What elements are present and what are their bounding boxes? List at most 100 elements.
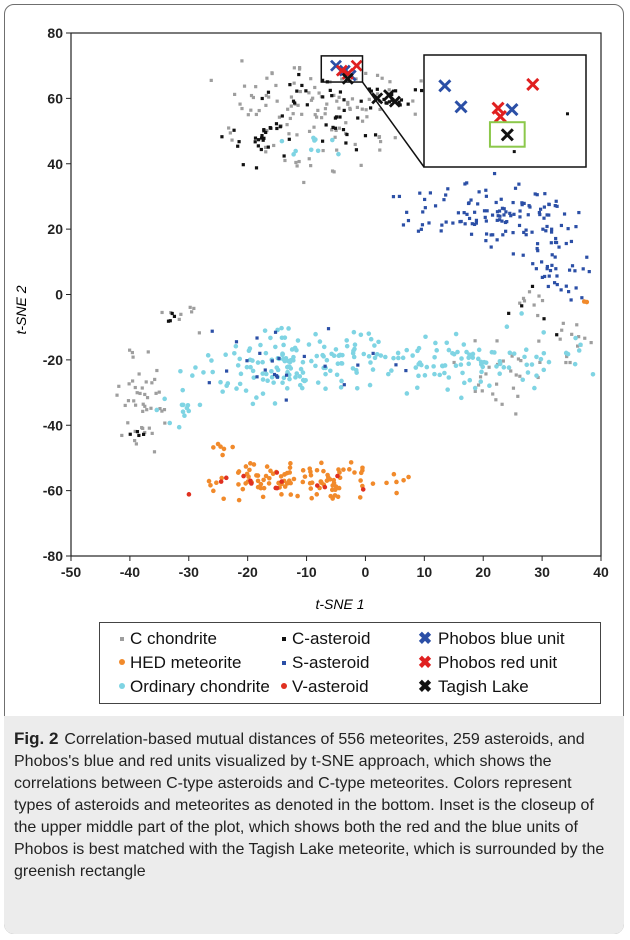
data-point	[241, 473, 246, 479]
data-point	[235, 363, 241, 368]
legend-label: S-asteroid	[292, 653, 370, 672]
data-point	[360, 487, 366, 492]
data-point	[333, 135, 337, 139]
data-point	[405, 210, 409, 214]
data-point	[257, 108, 261, 113]
data-point	[398, 103, 402, 107]
data-point	[491, 392, 495, 396]
data-point	[186, 408, 192, 414]
data-point	[240, 486, 246, 492]
data-point	[536, 249, 540, 253]
tagish-lake-highlight-box	[488, 121, 526, 148]
data-point	[254, 395, 259, 400]
data-point	[352, 342, 358, 348]
data-point	[320, 139, 325, 143]
data-point	[404, 368, 408, 373]
data-point	[278, 474, 284, 479]
data-point	[508, 211, 512, 215]
data-point	[541, 367, 547, 373]
data-point	[395, 350, 401, 356]
data-point	[388, 80, 392, 84]
data-point	[308, 486, 314, 491]
data-point	[273, 344, 278, 350]
data-point	[532, 303, 536, 307]
data-point	[247, 467, 252, 473]
data-point	[260, 371, 266, 376]
tsne-scatter-chart: -50 -40 -30 -20 -10 0 10 20 30 40 -80 -60 -40 -20 0 20 4…	[13, 25, 609, 612]
data-point	[573, 269, 577, 273]
data-point	[286, 326, 291, 331]
data-point	[234, 386, 239, 391]
data-point	[484, 188, 488, 192]
data-point	[304, 89, 308, 93]
data-point	[309, 358, 314, 364]
data-point	[135, 430, 140, 434]
cross-marker-icon: ✖	[417, 677, 433, 696]
data-point	[269, 368, 274, 374]
data-point	[224, 383, 229, 389]
data-point	[444, 340, 450, 346]
data-point	[179, 312, 183, 316]
data-point	[258, 342, 263, 348]
data-point	[553, 240, 558, 245]
data-point	[497, 209, 502, 213]
data-point	[378, 148, 382, 152]
data-point	[351, 354, 357, 360]
data-point	[319, 460, 324, 466]
data-point	[219, 475, 224, 481]
data-point	[254, 166, 259, 170]
data-point	[133, 385, 137, 390]
data-point	[545, 264, 549, 269]
data-point	[418, 191, 422, 195]
data-point	[285, 369, 290, 375]
data-point	[421, 210, 425, 214]
data-point	[254, 473, 259, 478]
data-point	[131, 379, 135, 383]
data-point	[356, 363, 360, 367]
data-point	[285, 123, 289, 127]
data-point	[540, 298, 545, 303]
data-point	[297, 159, 301, 164]
data-point	[511, 231, 515, 235]
data-point	[287, 470, 293, 475]
data-point	[473, 339, 477, 343]
data-point	[308, 473, 314, 478]
data-point	[274, 374, 279, 378]
data-point	[470, 351, 476, 357]
data-point	[516, 357, 521, 361]
data-point	[289, 347, 295, 352]
data-point	[291, 358, 296, 363]
data-point	[538, 356, 544, 362]
data-point	[153, 377, 157, 382]
data-point	[482, 209, 487, 213]
data-point	[484, 232, 489, 236]
data-point	[190, 373, 195, 378]
data-point	[566, 227, 570, 231]
data-point	[547, 202, 551, 206]
data-point	[236, 144, 240, 148]
data-point	[497, 361, 503, 367]
x-tick-label: 30	[534, 564, 550, 580]
data-point	[367, 382, 373, 388]
data-point	[244, 471, 250, 477]
data-point	[338, 352, 343, 358]
data-point	[540, 260, 544, 264]
data-point	[342, 108, 346, 113]
data-point	[484, 239, 488, 243]
data-point	[264, 103, 268, 107]
data-point	[524, 233, 528, 237]
data-point	[509, 214, 513, 218]
data-point	[242, 84, 247, 88]
data-point	[299, 385, 305, 391]
data-point	[295, 133, 299, 137]
data-point	[416, 345, 422, 351]
data-point	[489, 233, 493, 237]
data-point	[209, 358, 214, 363]
data-point	[268, 335, 273, 341]
data-point	[433, 340, 438, 346]
data-point	[501, 233, 505, 237]
data-point	[410, 353, 415, 358]
data-point	[270, 471, 276, 477]
data-point	[514, 373, 518, 377]
inset-cross-point	[505, 103, 519, 117]
